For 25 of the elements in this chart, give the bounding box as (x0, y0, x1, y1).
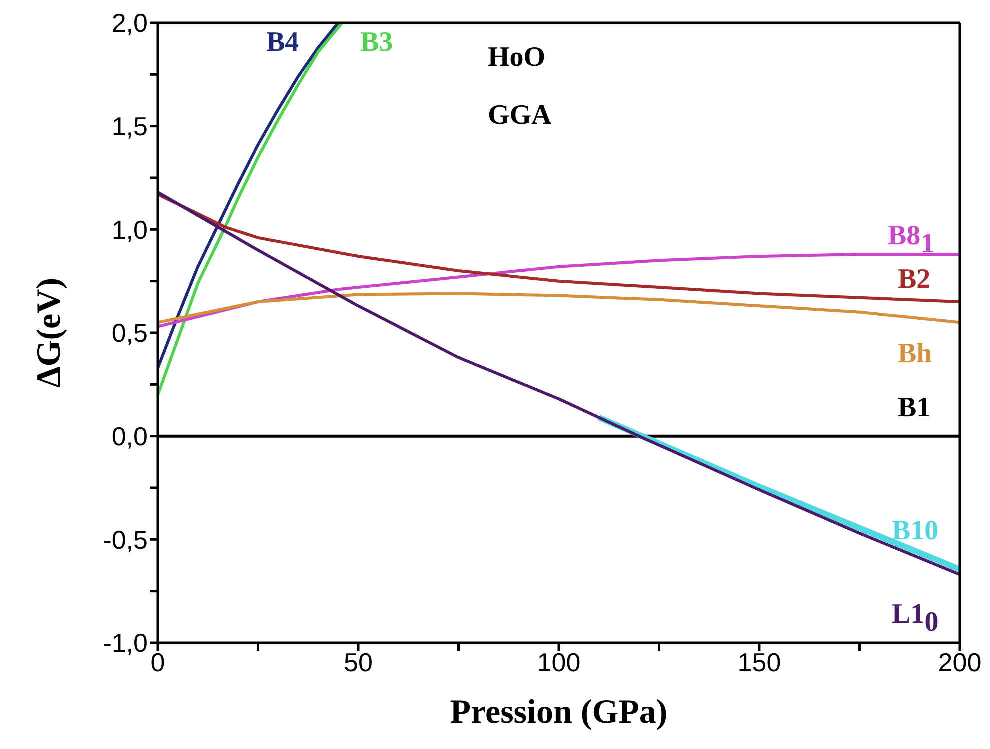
series-label: B2 (898, 264, 931, 295)
y-tick-label: 1,5 (112, 112, 148, 142)
x-tick-label: 150 (738, 647, 782, 678)
y-tick-label: -1,0 (103, 628, 148, 658)
y-tick-label: 0,0 (112, 422, 148, 452)
x-tick-label: 200 (938, 647, 982, 678)
line-series (158, 252, 960, 328)
x-tick-label: 100 (537, 647, 581, 678)
y-tick-label: 0,5 (112, 318, 148, 348)
line-series (158, 193, 960, 304)
annotation: HoO (488, 42, 546, 73)
y-tick-label: -0,5 (103, 524, 148, 555)
series-label: B4 (266, 27, 300, 58)
series-label: B1 (898, 392, 931, 424)
series-label: Bh (898, 338, 933, 370)
x-axis-title: Pression (GPa) (450, 694, 668, 731)
series-label: B3 (360, 27, 394, 58)
y-tick-label: 1,0 (112, 214, 148, 245)
annotation: GGA (488, 100, 553, 131)
y-tick-label: 2,0 (112, 8, 148, 38)
x-tick-label: 50 (344, 647, 373, 678)
series-label: B10 (892, 516, 939, 547)
x-tick-label: 0 (150, 647, 166, 678)
line-series (158, 292, 960, 324)
y-axis-title: ΔG(eV) (31, 278, 68, 388)
